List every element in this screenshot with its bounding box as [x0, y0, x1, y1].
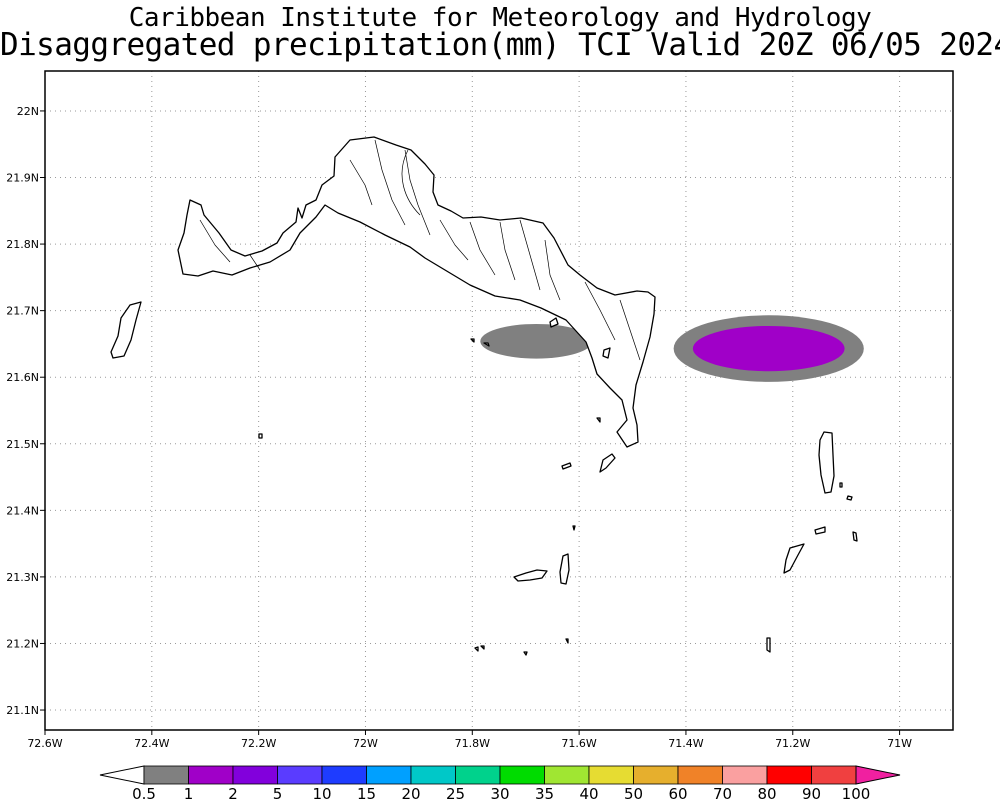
colorbar-swatch-2 — [232, 765, 278, 785]
cay-4 — [839, 482, 843, 488]
colorbar-label-2: 2 — [228, 785, 238, 800]
colorbar: 0.5 1 2 5 10 15 20 25 30 35 40 50 60 70 80 90 100 — [99, 765, 901, 800]
cay-1 — [599, 453, 616, 473]
colorbar-label-0: 0.5 — [132, 785, 156, 800]
cay-10 — [258, 433, 263, 439]
lat-tick-label-9: 21.1N — [6, 704, 39, 717]
grand-turk-island — [818, 431, 835, 494]
cay-7 — [766, 637, 771, 653]
lon-tick-label-5: 71.6W — [561, 737, 596, 750]
colorbar-swatch-7 — [455, 765, 501, 785]
colorbar-label-4: 10 — [312, 785, 331, 800]
lat-tick-label-3: 21.7N — [6, 305, 39, 318]
map-grid — [45, 71, 953, 730]
lat-tick-label-1: 21.9N — [6, 172, 39, 185]
cay-17 — [549, 317, 559, 328]
colorbar-label-12: 60 — [668, 785, 687, 800]
lon-tick-label-3: 72W — [353, 737, 378, 750]
colorbar-label-15: 90 — [802, 785, 821, 800]
colorbar-label-11: 50 — [624, 785, 643, 800]
colorbar-label-1: 1 — [184, 785, 194, 800]
precip-area-east-inner — [692, 325, 845, 372]
ambergris-cay — [513, 569, 548, 582]
colorbar-label-7: 25 — [446, 785, 465, 800]
lon-tick-label-8: 71W — [887, 737, 912, 750]
colorbar-label-14: 80 — [757, 785, 776, 800]
cay-14 — [480, 645, 485, 650]
cay-11 — [470, 338, 475, 343]
colorbar-swatch-9 — [544, 765, 590, 785]
west-caicos-island — [110, 301, 142, 359]
colorbar-swatch-0 — [143, 765, 189, 785]
precipitation-layer — [480, 315, 864, 382]
colorbar-label-16: 100 — [842, 785, 871, 800]
cay-2 — [561, 462, 572, 470]
cay-13 — [474, 646, 479, 652]
lat-tick-label-2: 21.8N — [6, 238, 39, 251]
lat-tick-label-7: 21.3N — [6, 571, 39, 584]
map-frame — [44, 70, 954, 731]
salt-cay-island — [783, 543, 805, 574]
cay-8 — [572, 525, 576, 531]
lat-tick-label-8: 21.2N — [6, 637, 39, 650]
colorbar-swatch-5 — [366, 765, 412, 785]
district-boundaries — [199, 139, 641, 361]
colorbar-under-arrow — [99, 765, 145, 785]
cay-9 — [596, 417, 601, 423]
precip-area-west — [480, 323, 593, 359]
colorbar-swatch-11 — [633, 765, 679, 785]
lon-tick-label-7: 71.2W — [775, 737, 810, 750]
caicos-islands-outline — [177, 136, 656, 448]
colorbar-swatch-10 — [588, 765, 634, 785]
lon-tick-label-4: 71.8W — [455, 737, 490, 750]
colorbar-swatch-6 — [410, 765, 456, 785]
cay-16 — [565, 638, 569, 644]
colorbar-label-13: 70 — [713, 785, 732, 800]
colorbar-swatch-15 — [811, 765, 857, 785]
cay-6 — [852, 531, 858, 542]
lat-tick-label-4: 21.6N — [6, 371, 39, 384]
colorbar-swatch-12 — [677, 765, 723, 785]
axis-ticks: 72.6W 72.4W 72.2W 72W 71.8W 71.6W 71.4W 71.2W 71… — [6, 105, 912, 750]
colorbar-swatch-4 — [321, 765, 367, 785]
colorbar-label-8: 30 — [490, 785, 509, 800]
cay-18 — [602, 347, 611, 359]
cay-12 — [483, 342, 490, 347]
lat-tick-label-6: 21.4N — [6, 504, 39, 517]
south-cay — [559, 553, 570, 585]
cay-15 — [523, 651, 528, 656]
colorbar-label-9: 35 — [535, 785, 554, 800]
colorbar-swatch-1 — [188, 765, 234, 785]
colorbar-swatch-14 — [766, 765, 812, 785]
lon-tick-label-6: 71.4W — [668, 737, 703, 750]
colorbar-label-3: 5 — [273, 785, 283, 800]
colorbar-label-6: 20 — [401, 785, 420, 800]
colorbar-label-10: 40 — [579, 785, 598, 800]
cay-5 — [846, 495, 853, 501]
lon-tick-label-0: 72.6W — [27, 737, 62, 750]
lon-tick-label-2: 72.2W — [241, 737, 276, 750]
title-line-2: Disaggregated precipitation(mm) TCI Vali… — [0, 27, 1000, 63]
colorbar-swatch-13 — [722, 765, 768, 785]
colorbar-swatch-8 — [499, 765, 545, 785]
colorbar-label-5: 15 — [357, 785, 376, 800]
cay-3 — [814, 526, 826, 535]
title-line-1: Caribbean Institute for Meteorology and … — [128, 3, 872, 33]
coastlines — [110, 136, 858, 656]
lat-tick-label-0: 22N — [17, 105, 39, 118]
lon-tick-label-1: 72.4W — [134, 737, 169, 750]
colorbar-swatch-3 — [277, 765, 323, 785]
colorbar-over-arrow — [855, 765, 901, 785]
lat-tick-label-5: 21.5N — [6, 438, 39, 451]
